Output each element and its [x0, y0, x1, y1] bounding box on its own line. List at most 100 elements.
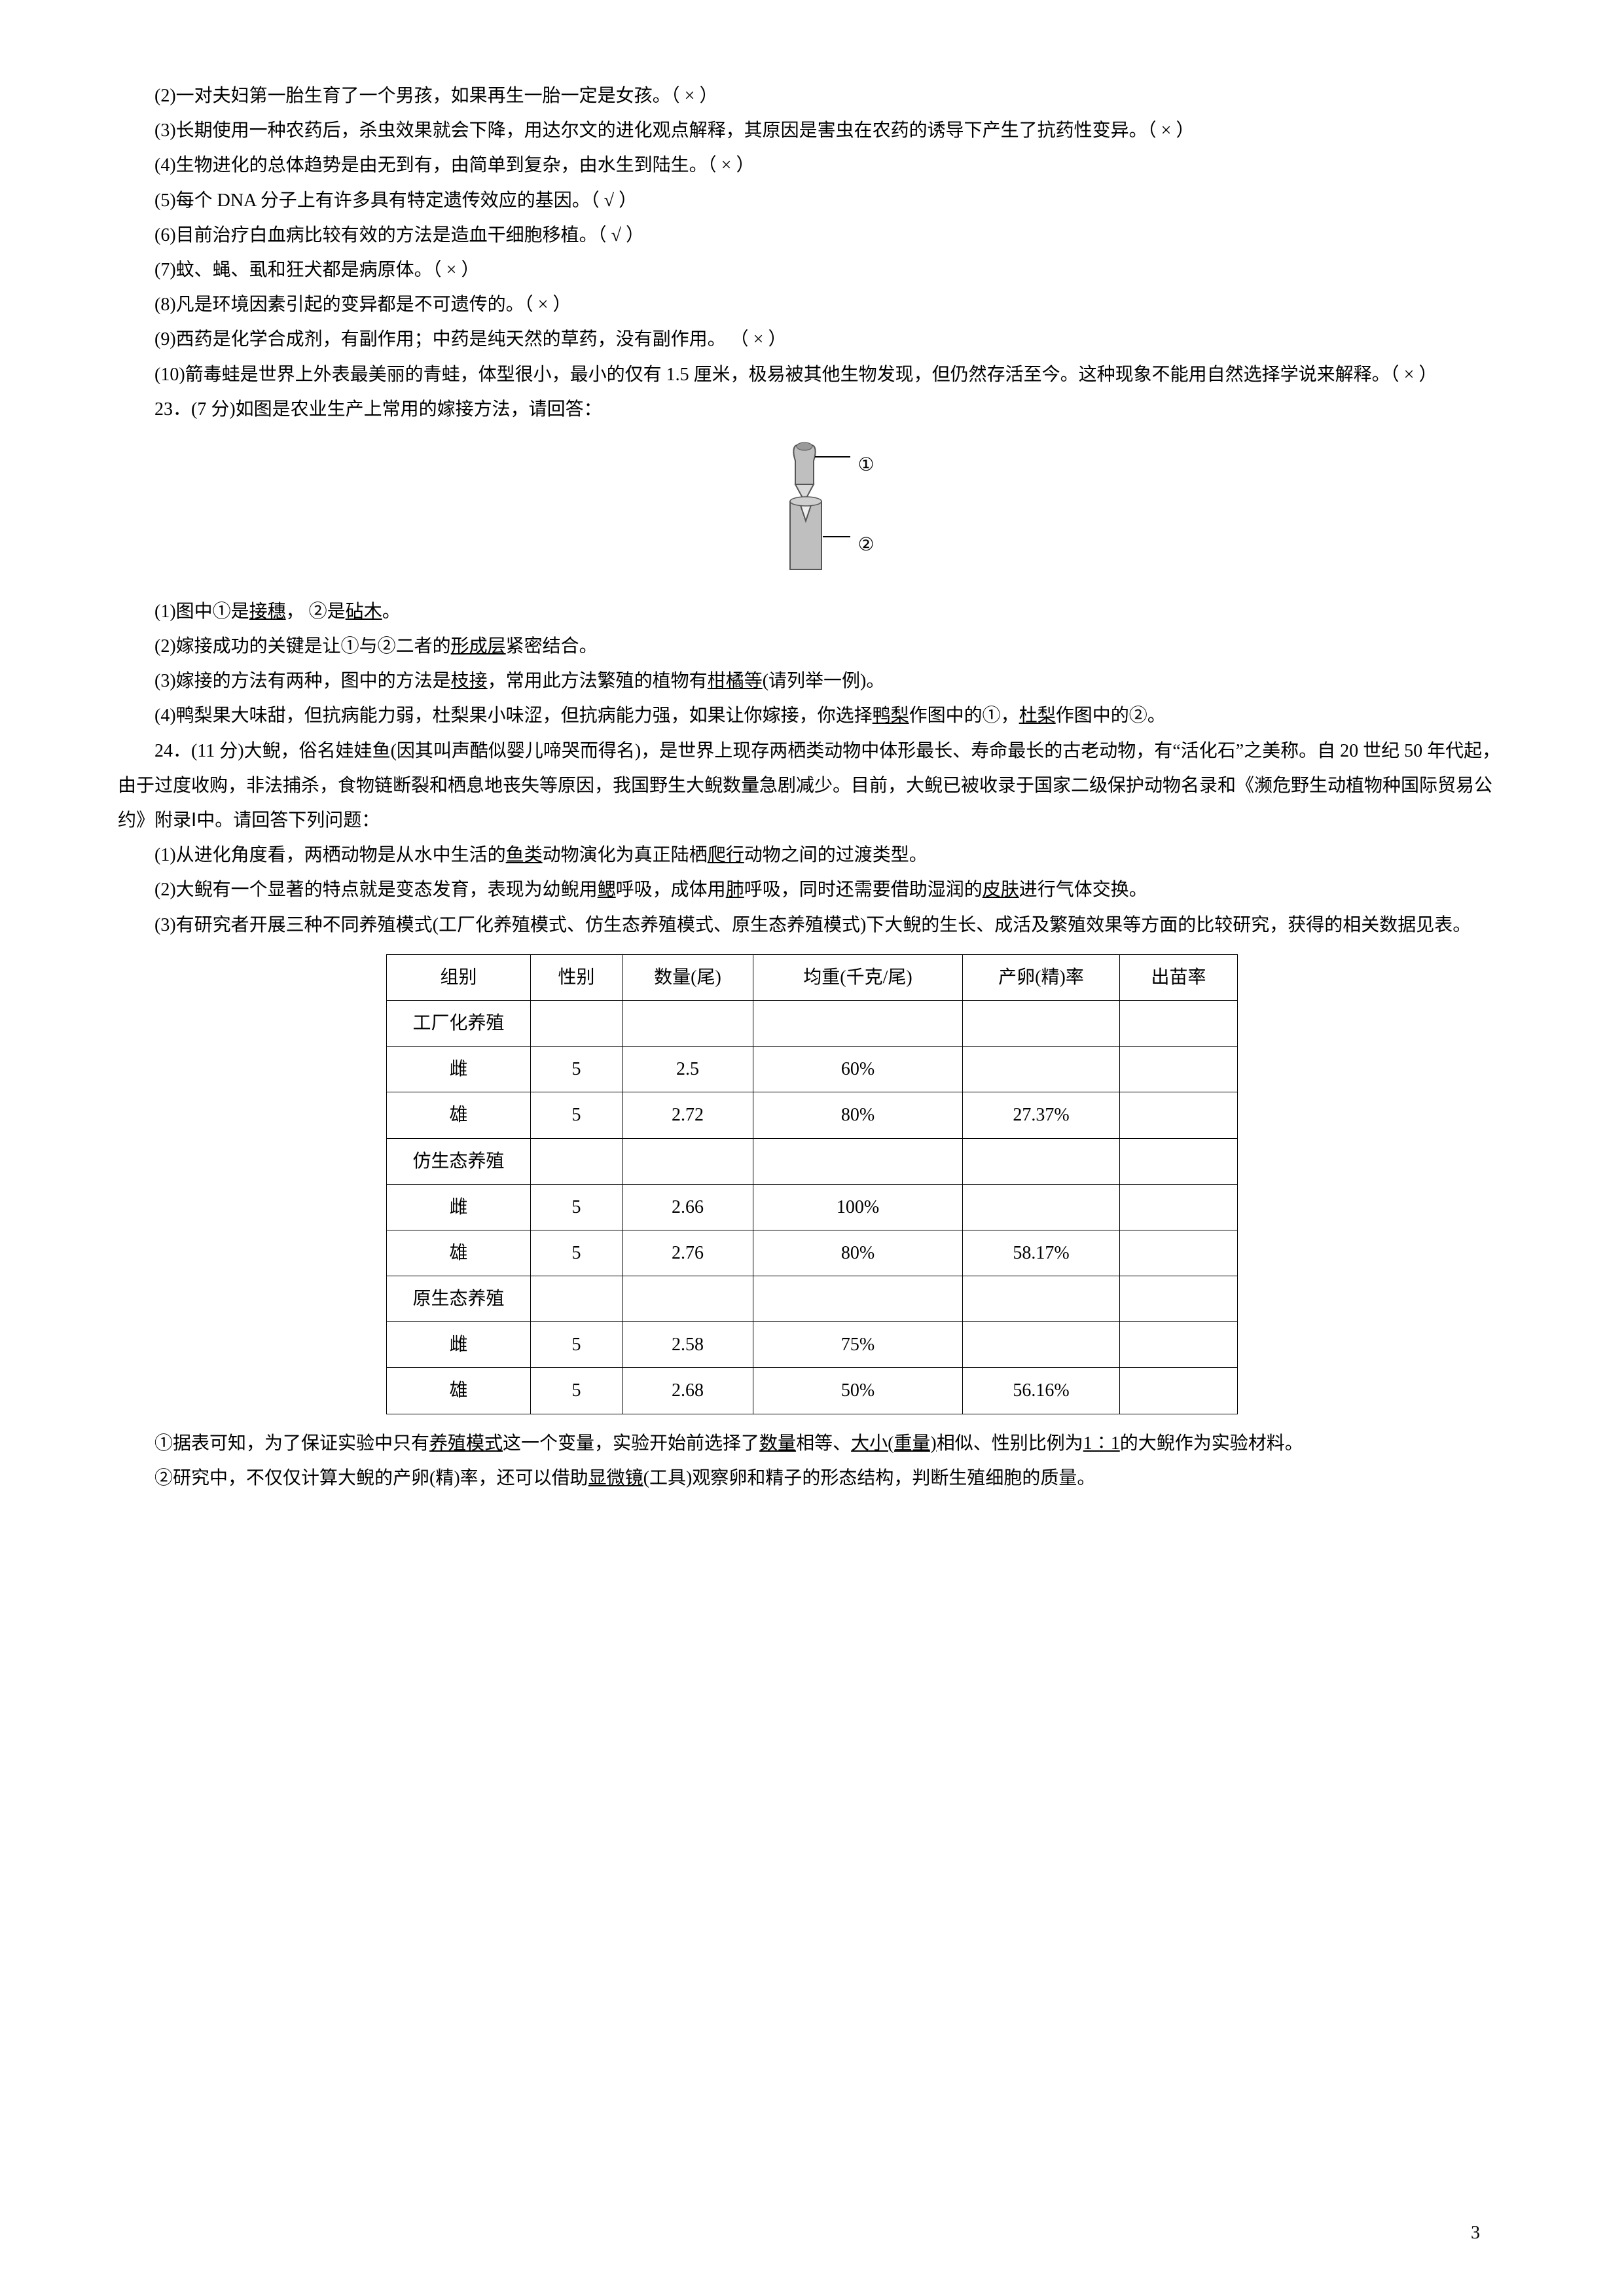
table-cell: 5: [531, 1047, 623, 1092]
table-cell: [1120, 1092, 1238, 1138]
q23-p3-u1: 枝接: [451, 671, 488, 691]
q23-figure: ① ②: [118, 439, 1506, 583]
table-cell: 5: [531, 1368, 623, 1414]
table-cell: 80%: [753, 1092, 963, 1138]
table-cell: 50%: [753, 1368, 963, 1414]
table-header: 产卵(精)率: [963, 954, 1120, 1000]
table-cell: [963, 1138, 1120, 1184]
breeding-table: 组别 性别 数量(尾) 均重(千克/尾) 产卵(精)率 出苗率 工厂化养殖 雌5…: [386, 954, 1238, 1414]
table-header: 数量(尾): [623, 954, 753, 1000]
after-1-b: 这一个变量，实验开始前选择了: [503, 1433, 759, 1454]
table-cell: [1120, 1368, 1238, 1414]
q24-p1-a: (1)从进化角度看，两栖动物是从水中生活的: [154, 845, 506, 865]
after-1-e: 的大鲵作为实验材料。: [1120, 1433, 1303, 1454]
table-cell: 工厂化养殖: [387, 1000, 531, 1046]
q24-p1-u2: 爬行: [708, 845, 744, 865]
table-cell: 2.58: [623, 1322, 753, 1368]
q24-p2-u3: 皮肤: [983, 880, 1019, 900]
table-cell: 60%: [753, 1047, 963, 1092]
q23-p1-c: 。: [382, 601, 401, 622]
q23-p3-c: (请列举一例)。: [763, 671, 885, 691]
q24-p2-b: 呼吸，成体用: [616, 880, 726, 900]
figure-label-1: ①: [858, 448, 875, 482]
item-3: (3)长期使用一种农药后，杀虫效果就会下降，用达尔文的进化观点解释，其原因是害虫…: [118, 113, 1506, 148]
q24-p1-b: 动物演化为真正陆栖: [543, 845, 708, 865]
table-cell: 雌: [387, 1184, 531, 1230]
table-cell: 80%: [753, 1230, 963, 1276]
item-5: (5)每个 DNA 分子上有许多具有特定遗传效应的基因。（ √ ）: [118, 183, 1506, 218]
after-1-d: 相似、性别比例为: [937, 1433, 1083, 1454]
after-2-u1: 显微镜: [588, 1468, 643, 1488]
q23-p2-a: (2)嫁接成功的关键是让①与②二者的: [154, 636, 451, 656]
q23-p2-u: 形成层: [451, 636, 506, 656]
table-cell: 5: [531, 1230, 623, 1276]
q23-p4-b: 作图中的①，: [909, 706, 1019, 726]
q23-p3-u2: 柑橘等: [708, 671, 763, 691]
table-row: 仿生态养殖: [387, 1138, 1238, 1184]
table-row: 雄52.7680%58.17%: [387, 1230, 1238, 1276]
after-1-u3: 大小(重量): [851, 1433, 937, 1454]
q24-p2: (2)大鲵有一个显著的特点就是变态发育，表现为幼鲵用鳃呼吸，成体用肺呼吸，同时还…: [118, 872, 1506, 907]
table-cell: 56.16%: [963, 1368, 1120, 1414]
q23-p4-c: 作图中的②。: [1056, 706, 1166, 726]
q24-p1-c: 动物之间的过渡类型。: [744, 845, 928, 865]
q24-stem: 24．(11 分)大鲵，俗名娃娃鱼(因其叫声酷似婴儿啼哭而得名)，是世界上现存两…: [118, 734, 1506, 838]
table-cell: 雄: [387, 1368, 531, 1414]
after-1-u2: 数量: [759, 1433, 796, 1454]
q23-p4-u1: 鸭梨: [873, 706, 909, 726]
table-cell: [1120, 1184, 1238, 1230]
item-10: (10)箭毒蛙是世界上外表最美丽的青蛙，体型很小，最小的仅有 1.5 厘米，极易…: [118, 357, 1506, 392]
table-cell: 仿生态养殖: [387, 1138, 531, 1184]
q23-p4: (4)鸭梨果大味甜，但抗病能力弱，杜梨果小味涩，但抗病能力强，如果让你嫁接，你选…: [118, 698, 1506, 733]
after-1-u4: 1∶1: [1083, 1433, 1120, 1454]
table-row: 雄52.7280%27.37%: [387, 1092, 1238, 1138]
item-4: (4)生物进化的总体趋势是由无到有，由简单到复杂，由水生到陆生。（ × ）: [118, 148, 1506, 183]
table-cell: [963, 1322, 1120, 1368]
after-1-c: 相等、: [796, 1433, 851, 1454]
table-header: 组别: [387, 954, 531, 1000]
table-cell: [963, 1000, 1120, 1046]
after-1-a: ①据表可知，为了保证实验中只有: [154, 1433, 429, 1454]
q23-stem: 23．(7 分)如图是农业生产上常用的嫁接方法，请回答：: [118, 392, 1506, 427]
table-cell: 2.68: [623, 1368, 753, 1414]
table-cell: 2.5: [623, 1047, 753, 1092]
table-cell: [1120, 1000, 1238, 1046]
q24-p2-d: 进行气体交换。: [1019, 880, 1147, 900]
item-9: (9)西药是化学合成剂，有副作用；中药是纯天然的草药，没有副作用。 （ × ）: [118, 322, 1506, 357]
q24-p2-c: 呼吸，同时还需要借助湿润的: [744, 880, 983, 900]
table-cell: [963, 1184, 1120, 1230]
table-cell: [1120, 1230, 1238, 1276]
item-8: (8)凡是环境因素引起的变异都是不可遗传的。（ × ）: [118, 287, 1506, 322]
table-cell: 原生态养殖: [387, 1276, 531, 1322]
table-header: 出苗率: [1120, 954, 1238, 1000]
table-cell: [753, 1138, 963, 1184]
after-2-a: ②研究中，不仅仅计算大鲵的产卵(精)率，还可以借助: [154, 1468, 588, 1488]
table-cell: [1120, 1276, 1238, 1322]
table-row: 原生态养殖: [387, 1276, 1238, 1322]
q23-p1-u1: 接穗: [249, 601, 286, 622]
item-2: (2)一对夫妇第一胎生育了一个男孩，如果再生一胎一定是女孩。（ × ）: [118, 79, 1506, 113]
table-cell: 58.17%: [963, 1230, 1120, 1276]
q24-p1: (1)从进化角度看，两栖动物是从水中生活的鱼类动物演化为真正陆栖爬行动物之间的过…: [118, 838, 1506, 872]
table-body: 工厂化养殖 雌52.560% 雄52.7280%27.37% 仿生态养殖 雌52…: [387, 1000, 1238, 1414]
q24-p1-u1: 鱼类: [506, 845, 543, 865]
table-cell: 5: [531, 1322, 623, 1368]
table-cell: 100%: [753, 1184, 963, 1230]
table-cell: [753, 1000, 963, 1046]
table-cell: [623, 1276, 753, 1322]
q24-p3: (3)有研究者开展三种不同养殖模式(工厂化养殖模式、仿生态养殖模式、原生态养殖模…: [118, 908, 1506, 942]
q23-p3: (3)嫁接的方法有两种，图中的方法是枝接，常用此方法繁殖的植物有柑橘等(请列举一…: [118, 664, 1506, 698]
q23-p4-u2: 杜梨: [1019, 706, 1056, 726]
table-header-row: 组别 性别 数量(尾) 均重(千克/尾) 产卵(精)率 出苗率: [387, 954, 1238, 1000]
table-row: 雌52.560%: [387, 1047, 1238, 1092]
table-cell: 5: [531, 1184, 623, 1230]
table-cell: [963, 1276, 1120, 1322]
q23-p2-b: 紧密结合。: [506, 636, 598, 656]
page-number: 3: [1471, 2215, 1480, 2250]
table-cell: [531, 1000, 623, 1046]
item-6: (6)目前治疗白血病比较有效的方法是造血干细胞移植。（ √ ）: [118, 218, 1506, 253]
table-cell: 27.37%: [963, 1092, 1120, 1138]
table-cell: [623, 1000, 753, 1046]
q23-p3-b: ，常用此方法繁殖的植物有: [488, 671, 708, 691]
item-7: (7)蚊、蝇、虱和狂犬都是病原体。（ × ）: [118, 253, 1506, 287]
